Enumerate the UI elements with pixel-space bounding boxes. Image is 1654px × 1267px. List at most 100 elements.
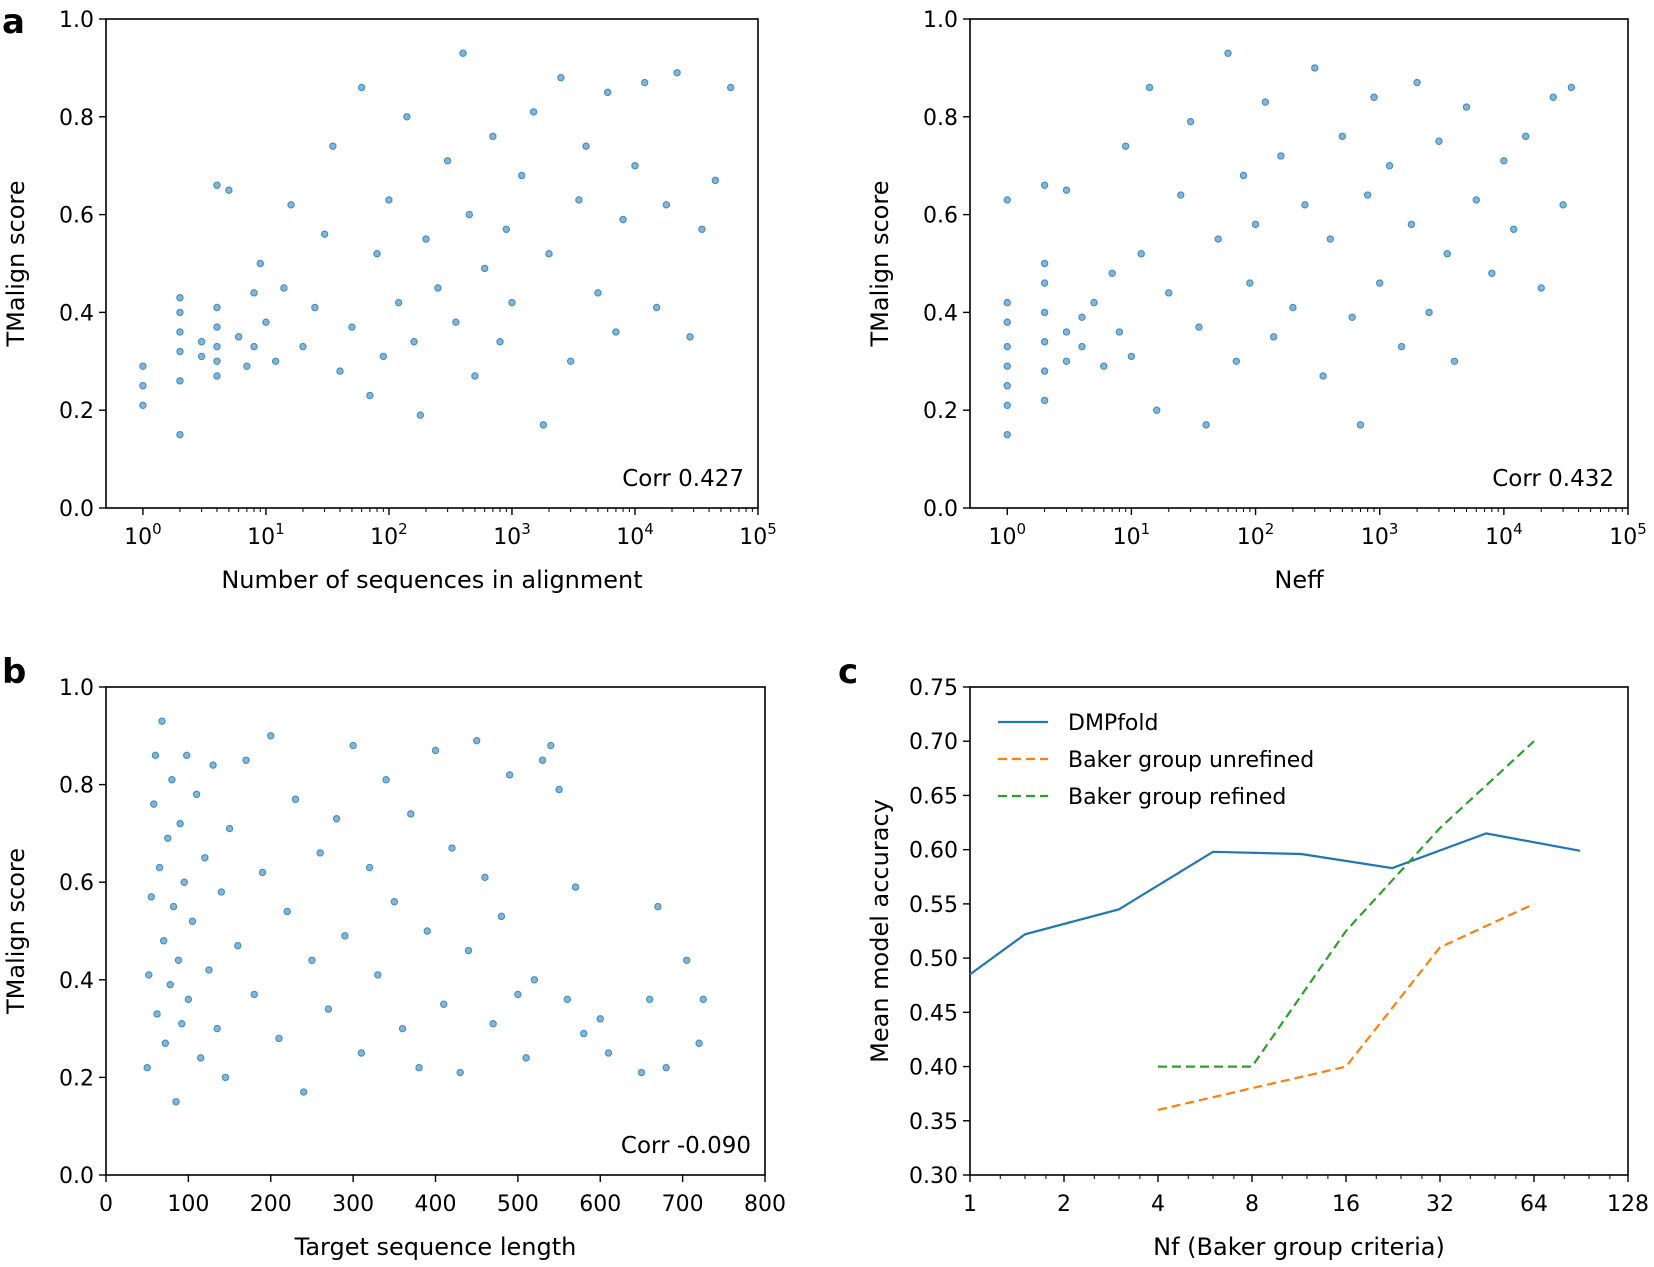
scatter-point [1289,303,1297,312]
scatter-point [1348,313,1356,321]
scatter-point [1472,196,1481,204]
scatter-point [184,995,193,1004]
scatter-point [308,956,316,964]
y-tick-label: 0.6 [923,204,958,229]
x-tick-label: 104 [616,520,654,550]
scatter-point [197,1054,205,1062]
scatter-point [1003,298,1011,307]
scatter-point [1003,318,1011,326]
scatter-point [1003,401,1011,410]
scatter-point [213,372,221,380]
scatter-point [545,250,553,258]
x-tick-label: 8 [1245,1192,1259,1217]
scatter-point [1500,157,1508,165]
scatter-point [262,318,270,326]
scatter-point [1122,142,1130,150]
scatter-point [604,1049,613,1057]
scatter-point [365,863,374,872]
legend-entry: DMPfold [1068,711,1158,736]
scatter-point [300,1088,308,1096]
x-axis-label: Nf (Baker group criteria) [1153,1233,1445,1261]
scatter-point [1407,220,1416,229]
scatter-point [637,1068,646,1077]
y-tick-label: 0.65 [909,784,958,809]
scatter-point [529,108,538,116]
scatter-point [1522,132,1530,141]
scatter-point [139,401,147,410]
scatter-point [183,751,191,760]
scatter-point [571,883,580,891]
scatter-point [320,230,329,238]
x-tick-label: 102 [1237,520,1275,550]
chart-panel: b 0.0 0.2 0.4 0.6 0.8 1.0 0 100 200 300 400 500 600 70… [2,652,786,1261]
scatter-point [596,1015,604,1023]
scatter-point [422,235,430,243]
scatter-point [258,868,267,877]
scatter-point [459,49,467,57]
scatter-point [1435,137,1443,145]
scatter-point [213,323,221,331]
scatter-point [1385,162,1394,170]
scatter-point [1153,406,1161,414]
y-axis-label: TMalign score [2,181,30,348]
scatter-point [158,717,166,725]
scatter-point [631,162,639,170]
legend-entry: Baker group unrefined [1068,748,1314,773]
scatter-point [382,776,390,784]
scatter-point [1443,250,1451,258]
scatter-point [172,1098,180,1106]
scatter-point [1040,338,1049,346]
scatter-point [502,225,511,233]
scatter-point [398,1024,407,1033]
scatter-point [316,849,324,857]
scatter-point [641,78,649,87]
scatter-point [530,976,539,984]
scatter-point [1003,382,1011,390]
scatter-point [250,990,258,999]
scatter-point [1246,279,1254,287]
scatter-point [1363,191,1372,199]
scatter-point [336,367,344,375]
scatter-point [440,1000,448,1008]
scatter-point [225,186,233,194]
scatter-point [197,352,206,361]
scatter-point [176,377,184,385]
y-tick-label: 1.0 [923,8,958,33]
series-line [969,832,1581,976]
scatter-point [443,157,452,165]
x-tick-label: 101 [247,520,285,550]
x-tick-label: 300 [332,1192,374,1217]
scatter-point [1559,201,1567,209]
panel-letter: a [2,2,25,42]
y-tick-label: 1.0 [59,676,94,701]
x-tick-label: 1 [963,1192,977,1217]
y-tick-label: 0.4 [59,301,94,326]
scatter-point [699,995,707,1004]
scatter-point [698,225,706,233]
scatter-point [1397,342,1406,351]
scatter-point [188,917,197,925]
scatter-point [1062,357,1071,365]
scatter-point [489,132,497,141]
scatter-point [385,196,393,204]
scatter-point [174,956,183,964]
scatter-point [480,264,489,273]
x-tick-label: 104 [1485,520,1523,550]
scatter-point [213,1024,221,1033]
y-tick-label: 0.35 [909,1110,958,1135]
scatter-point [1040,279,1049,287]
scatter-point [662,201,671,209]
y-tick-label: 0.2 [59,1066,94,1091]
x-tick-label: 32 [1426,1192,1454,1217]
y-tick-label: 0.60 [909,839,958,864]
scatter-point [434,284,442,292]
scatter-point [1214,235,1222,243]
scatter-point [505,771,514,779]
y-tick-label: 0.75 [909,676,958,701]
y-tick-label: 0.8 [59,106,94,131]
plot-frame [105,686,766,1176]
scatter-point [580,1029,588,1038]
scatter-point [151,751,160,760]
scatter-point [1090,298,1098,307]
